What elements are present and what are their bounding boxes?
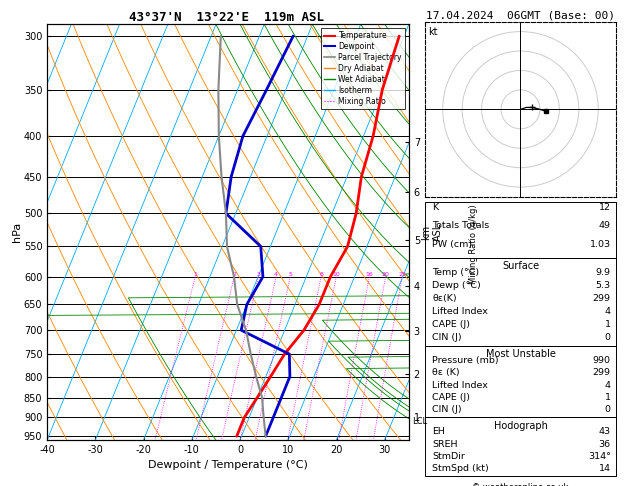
Bar	[425, 417, 616, 476]
X-axis label: Dewpoint / Temperature (°C): Dewpoint / Temperature (°C)	[148, 460, 308, 470]
Text: PW (cm): PW (cm)	[432, 240, 472, 249]
Text: 16: 16	[365, 272, 373, 277]
Text: 299: 299	[593, 368, 611, 377]
Legend: Temperature, Dewpoint, Parcel Trajectory, Dry Adiabat, Wet Adiabat, Isotherm, Mi: Temperature, Dewpoint, Parcel Trajectory…	[321, 28, 405, 109]
Text: StmSpd (kt): StmSpd (kt)	[432, 464, 489, 473]
Text: 3: 3	[257, 272, 260, 277]
Text: 0: 0	[604, 333, 611, 342]
Y-axis label: km
ASL: km ASL	[421, 223, 443, 241]
Text: 4: 4	[604, 307, 611, 316]
Text: 1: 1	[604, 320, 611, 329]
Text: 5.3: 5.3	[596, 281, 611, 290]
Text: 14: 14	[599, 464, 611, 473]
Text: K: K	[432, 203, 438, 212]
Text: CAPE (J): CAPE (J)	[432, 393, 470, 402]
Text: 314°: 314°	[587, 452, 611, 461]
Text: 990: 990	[593, 356, 611, 365]
Text: © weatheronline.co.uk: © weatheronline.co.uk	[472, 483, 569, 486]
Text: CAPE (J): CAPE (J)	[432, 320, 470, 329]
Text: CIN (J): CIN (J)	[432, 405, 462, 414]
Text: 0: 0	[604, 405, 611, 414]
Text: 299: 299	[593, 294, 611, 303]
Text: Dewp (°C): Dewp (°C)	[432, 281, 481, 290]
Text: EH: EH	[432, 427, 445, 436]
Text: 2: 2	[232, 272, 237, 277]
Bar	[425, 346, 616, 417]
Bar	[425, 258, 616, 346]
Text: CIN (J): CIN (J)	[432, 333, 462, 342]
Text: 4: 4	[274, 272, 278, 277]
Text: 25: 25	[398, 272, 406, 277]
Text: Lifted Index: Lifted Index	[432, 381, 488, 389]
Text: 43: 43	[599, 427, 611, 436]
Y-axis label: hPa: hPa	[13, 222, 22, 242]
Text: 9.9: 9.9	[596, 268, 611, 277]
Text: θε (K): θε (K)	[432, 368, 460, 377]
Text: 12: 12	[599, 203, 611, 212]
Text: SREH: SREH	[432, 440, 458, 449]
Text: 17.04.2024  06GMT (Base: 00): 17.04.2024 06GMT (Base: 00)	[426, 11, 615, 21]
Text: Most Unstable: Most Unstable	[486, 349, 555, 359]
Text: 43°37'N  13°22'E  119m ASL: 43°37'N 13°22'E 119m ASL	[129, 11, 324, 24]
Text: LCL: LCL	[413, 417, 428, 426]
Text: θε(K): θε(K)	[432, 294, 457, 303]
Text: Pressure (mb): Pressure (mb)	[432, 356, 499, 365]
Text: Lifted Index: Lifted Index	[432, 307, 488, 316]
Bar	[425, 202, 616, 258]
Text: 1.03: 1.03	[589, 240, 611, 249]
Text: kt: kt	[428, 27, 438, 37]
Text: Temp (°C): Temp (°C)	[432, 268, 479, 277]
Text: Mixing Ratio (g/kg): Mixing Ratio (g/kg)	[469, 205, 479, 284]
Text: 1: 1	[193, 272, 197, 277]
Text: Hodograph: Hodograph	[494, 420, 547, 431]
Text: Surface: Surface	[502, 261, 539, 271]
Text: StmDir: StmDir	[432, 452, 465, 461]
Text: 1: 1	[604, 393, 611, 402]
Text: 36: 36	[599, 440, 611, 449]
Text: 4: 4	[604, 381, 611, 389]
Text: 10: 10	[333, 272, 340, 277]
Text: 8: 8	[320, 272, 323, 277]
Text: Totals Totals: Totals Totals	[432, 221, 489, 230]
Text: 5: 5	[288, 272, 292, 277]
Text: 20: 20	[382, 272, 389, 277]
Text: 49: 49	[599, 221, 611, 230]
